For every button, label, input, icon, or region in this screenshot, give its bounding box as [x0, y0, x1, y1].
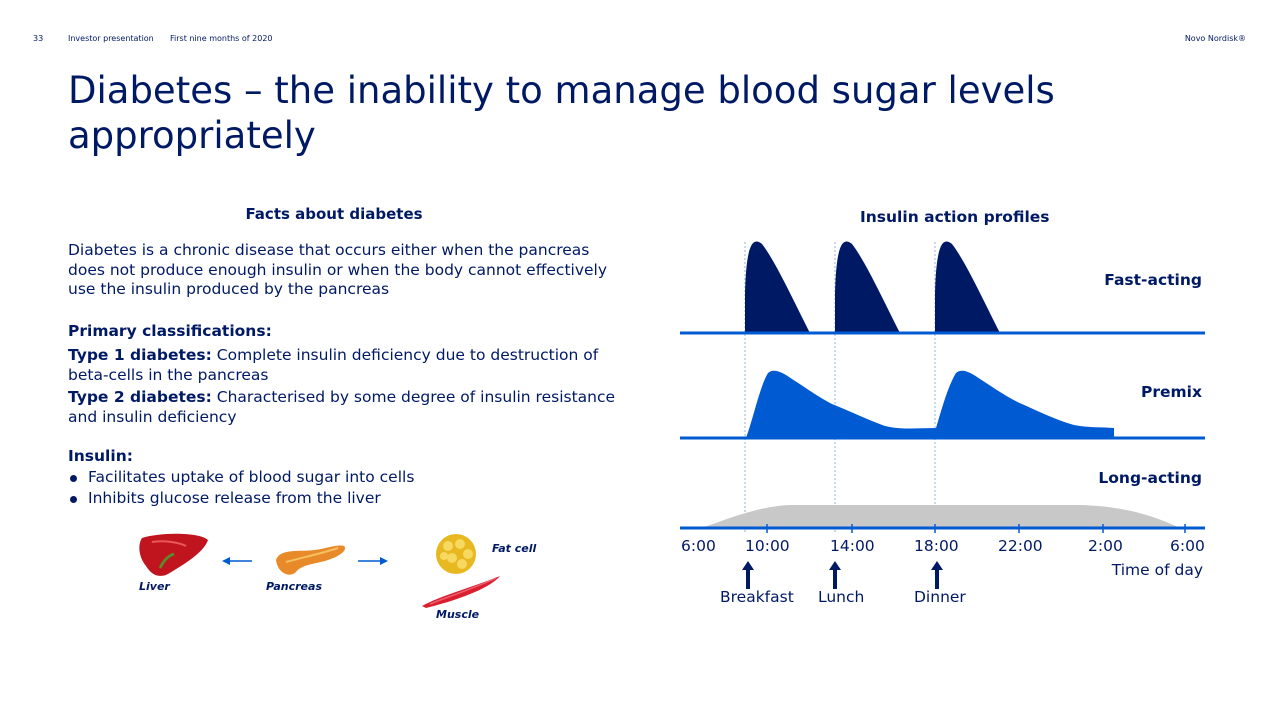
meal-label-breakfast: Breakfast	[720, 588, 794, 606]
type1-label: Type 1 diabetes:	[68, 346, 212, 364]
meal-label-dinner: Dinner	[914, 588, 966, 606]
arrow-up-icon	[829, 561, 841, 589]
pancreas-icon	[276, 545, 346, 575]
arrow-left-icon	[222, 557, 252, 565]
type1-text: Complete insulin deficiency due to destr…	[68, 346, 599, 384]
series-label-fast-acting: Fast-acting	[1104, 271, 1202, 289]
brand-label: Novo Nordisk®	[1184, 34, 1246, 43]
page-title: Diabetes – the inability to manage blood…	[68, 69, 1055, 157]
chart-title: Insulin action profiles	[860, 208, 1050, 226]
x-tick-label: 14:00	[830, 537, 875, 555]
meal-label-lunch: Lunch	[818, 588, 865, 606]
x-tick-label: 22:00	[998, 537, 1043, 555]
type1-item: Type 1 diabetes: Complete insulin defici…	[68, 346, 628, 385]
facts-intro: Diabetes is a chronic disease that occur…	[68, 241, 608, 298]
deck-name: Investor presentation	[68, 34, 154, 43]
insulin-chart	[680, 241, 1205, 533]
insulin-heading: Insulin:	[68, 447, 133, 465]
x-tick-label: 2:00	[1088, 537, 1123, 555]
type2-label: Type 2 diabetes:	[68, 388, 212, 406]
type2-text: Characterised by some degree of insulin …	[68, 388, 616, 426]
arrow-right-icon	[358, 557, 388, 565]
list-item: Facilitates uptake of blood sugar into c…	[68, 467, 628, 488]
arrow-up-icon	[742, 561, 754, 589]
x-tick-label: 6:00	[681, 537, 716, 555]
organ-illustration	[139, 533, 500, 608]
page-number: 33	[33, 34, 44, 43]
x-tick-label: 6:00	[1170, 537, 1205, 555]
series-label-premix: Premix	[1141, 383, 1202, 401]
muscle-icon	[422, 576, 500, 608]
series-label-long-acting: Long-acting	[1098, 469, 1202, 487]
liver-label: Liver	[139, 580, 170, 593]
fat-cell-icon	[436, 534, 476, 574]
muscle-label: Muscle	[436, 608, 480, 621]
fast-acting-curve	[835, 241, 900, 333]
facts-heading: Facts about diabetes	[245, 205, 423, 223]
fast-acting-curve	[745, 241, 810, 333]
fast-acting-curve	[935, 241, 1000, 333]
type2-item: Type 2 diabetes: Characterised by some d…	[68, 388, 628, 427]
classifications-heading: Primary classifications:	[68, 322, 272, 340]
meal-arrows	[742, 561, 943, 589]
insulin-points: Facilitates uptake of blood sugar into c…	[68, 467, 628, 509]
x-tick-label: 10:00	[745, 537, 790, 555]
pancreas-label: Pancreas	[266, 580, 322, 593]
period-label: First nine months of 2020	[170, 34, 273, 43]
list-item: Inhibits glucose release from the liver	[68, 488, 628, 509]
fat-cell-label: Fat cell	[492, 542, 537, 555]
long-acting-curve	[702, 505, 1180, 528]
x-axis-ticks	[766, 524, 1186, 533]
x-tick-label: 18:00	[914, 537, 959, 555]
arrow-up-icon	[931, 561, 943, 589]
x-axis-label: Time of day	[1111, 561, 1203, 579]
liver-icon	[139, 533, 208, 576]
premix-curve	[746, 370, 1114, 438]
